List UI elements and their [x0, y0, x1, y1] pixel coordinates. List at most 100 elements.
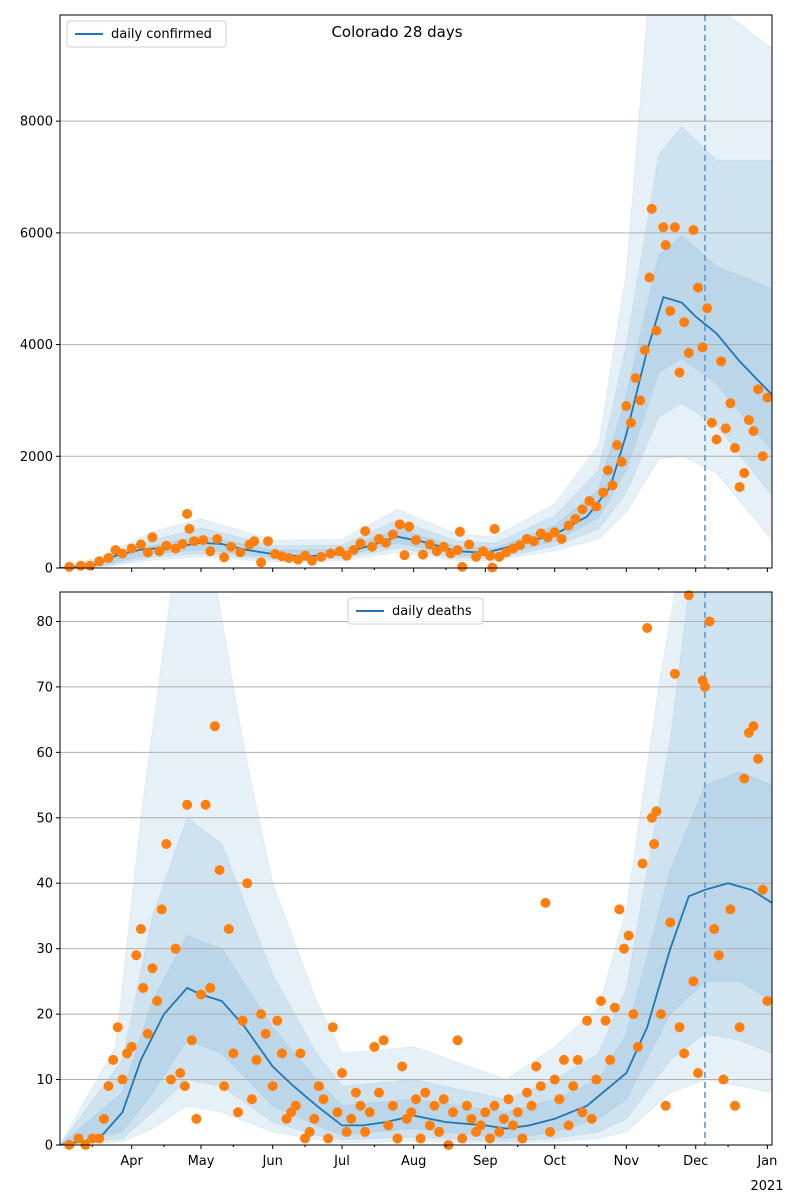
x-tick-label: Sep	[473, 1154, 498, 1169]
observed-point	[489, 523, 500, 534]
legend-box	[66, 20, 227, 48]
confirmed-legend: daily confirmed	[66, 20, 227, 48]
observed-point	[762, 996, 773, 1007]
observed-point	[318, 1094, 329, 1105]
observed-point	[147, 532, 158, 543]
observed-point	[466, 1113, 477, 1124]
observed-point	[424, 539, 435, 550]
observed-point	[434, 1126, 445, 1137]
observed-point	[637, 858, 648, 869]
observed-point	[605, 1054, 616, 1065]
observed-point	[152, 996, 163, 1007]
observed-point	[614, 904, 625, 915]
y-tick-label: 0	[45, 562, 53, 577]
observed-point	[135, 539, 146, 550]
observed-point	[619, 943, 630, 954]
observed-point	[452, 545, 463, 556]
axes-frame	[59, 591, 773, 1146]
observed-point	[394, 519, 405, 530]
observed-point	[549, 527, 560, 538]
observed-point	[98, 1113, 109, 1124]
observed-point	[709, 924, 720, 935]
observed-point	[411, 1094, 421, 1105]
observed-point	[464, 539, 475, 550]
observed-point	[683, 347, 694, 358]
observed-point	[635, 395, 646, 406]
observed-point	[679, 317, 690, 328]
observed-point	[570, 513, 581, 524]
observed-point	[228, 1048, 239, 1059]
observed-point	[706, 417, 717, 428]
observed-point	[64, 561, 75, 572]
y-tick-label: 40	[36, 877, 53, 892]
observed-point	[191, 1113, 202, 1124]
observed-point	[665, 306, 676, 317]
year-label: 2021	[750, 1179, 783, 1194]
observed-point	[177, 538, 188, 549]
observed-point	[179, 1081, 190, 1092]
observed-point	[415, 1133, 426, 1144]
observed-point	[498, 1113, 509, 1124]
observed-point	[639, 345, 650, 356]
observed-point	[554, 1094, 565, 1105]
observed-point	[699, 681, 710, 692]
observed-point	[360, 526, 371, 537]
observed-point	[300, 550, 311, 561]
observed-point	[515, 540, 526, 551]
observed-point	[526, 1100, 537, 1111]
observed-point	[212, 533, 223, 544]
observed-point	[205, 546, 216, 557]
observed-point	[762, 392, 773, 403]
confirmed-gridlines	[60, 15, 772, 568]
observed-point	[725, 904, 736, 915]
observed-point	[535, 1081, 546, 1092]
y-tick-label: 30	[36, 942, 53, 957]
observed-point	[577, 1107, 588, 1118]
observed-point	[214, 865, 225, 876]
observed-point	[325, 548, 336, 559]
observed-point	[242, 878, 253, 889]
y-tick-label: 2000	[20, 450, 53, 465]
observed-point	[182, 799, 193, 810]
observed-point	[623, 930, 634, 941]
band-95pct	[60, 15, 772, 568]
observed-point	[693, 282, 704, 293]
observed-point	[117, 1074, 128, 1085]
observed-point	[644, 272, 655, 283]
observed-point	[249, 536, 260, 547]
observed-point	[558, 1054, 569, 1065]
observed-point	[598, 487, 609, 498]
observed-point	[355, 538, 366, 549]
observed-point	[693, 1068, 704, 1079]
observed-point	[251, 1054, 262, 1065]
observed-point	[704, 616, 715, 627]
observed-point	[480, 1107, 491, 1118]
observed-point	[364, 1107, 375, 1118]
observed-point	[584, 495, 595, 506]
observed-point	[219, 1081, 230, 1092]
observed-point	[235, 547, 246, 558]
x-tick-label: Nov	[614, 1154, 640, 1169]
observed-point	[142, 547, 153, 558]
observed-point	[494, 1126, 505, 1137]
observed-point	[730, 442, 741, 453]
observed-point	[651, 325, 662, 336]
observed-point	[233, 1107, 243, 1118]
observed-point	[131, 950, 142, 961]
observed-point	[572, 1054, 583, 1065]
confirmed-axes: 0 2000 4000 6000 8000	[20, 14, 773, 577]
observed-point	[420, 1087, 431, 1098]
observed-point	[531, 1061, 542, 1072]
observed-point	[674, 1022, 685, 1033]
observed-point	[642, 622, 653, 633]
x-tick-label: Oct	[543, 1154, 565, 1169]
band-80pct	[60, 592, 772, 1145]
observed-point	[263, 536, 274, 547]
observed-point	[267, 1081, 278, 1092]
observed-point	[189, 536, 200, 547]
observed-point	[471, 551, 482, 562]
observed-point	[290, 1100, 301, 1111]
y-tick-label: 6000	[20, 226, 53, 241]
observed-point	[380, 537, 391, 548]
observed-point	[646, 203, 657, 214]
